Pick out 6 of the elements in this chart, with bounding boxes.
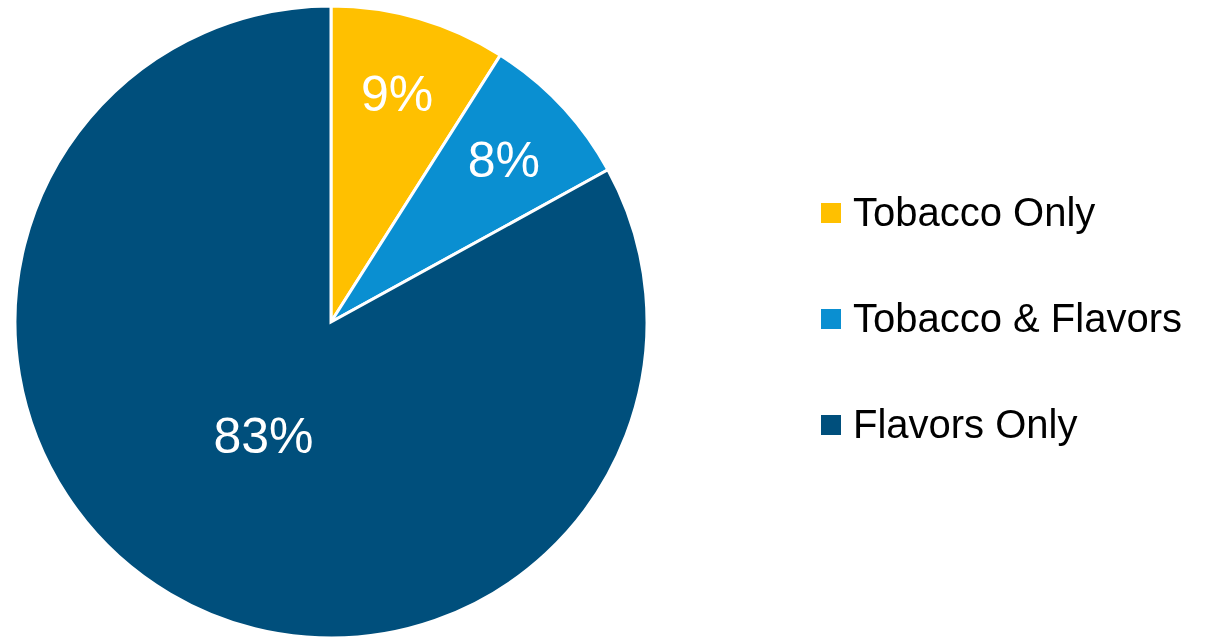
legend-label: Flavors Only bbox=[852, 402, 1078, 447]
data-label: 83% bbox=[213, 408, 314, 465]
legend-label: Tobacco & Flavors bbox=[852, 296, 1182, 341]
data-label: 9% bbox=[360, 66, 434, 123]
data-label: 8% bbox=[467, 131, 540, 188]
legend-label: Tobacco Only bbox=[852, 190, 1096, 235]
